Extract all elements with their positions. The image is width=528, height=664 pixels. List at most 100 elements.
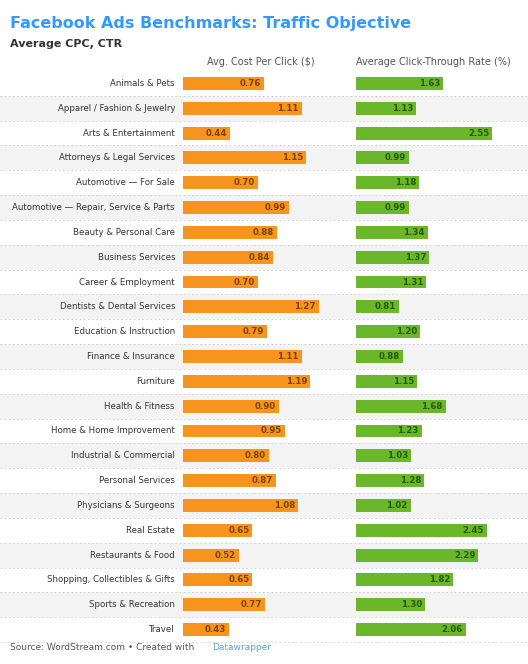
Bar [0, 270, 528, 294]
Bar [356, 524, 487, 537]
Text: Restaurants & Food: Restaurants & Food [90, 550, 175, 560]
Bar [356, 574, 453, 586]
Bar [183, 598, 265, 612]
Text: 0.70: 0.70 [233, 278, 255, 287]
Bar [183, 251, 273, 264]
Text: 1.23: 1.23 [398, 426, 419, 436]
Text: Source: WordStream.com • Created with: Source: WordStream.com • Created with [10, 643, 197, 652]
Text: Business Services: Business Services [98, 253, 175, 262]
Text: Industrial & Commercial: Industrial & Commercial [71, 452, 175, 460]
Bar [183, 424, 285, 438]
Bar [0, 170, 528, 195]
Text: Datawrapper: Datawrapper [212, 643, 271, 652]
Text: 0.65: 0.65 [228, 526, 250, 535]
Text: 0.76: 0.76 [240, 79, 261, 88]
Text: 2.45: 2.45 [463, 526, 484, 535]
Text: 1.08: 1.08 [274, 501, 296, 510]
Text: 0.88: 0.88 [253, 228, 274, 237]
Bar [356, 226, 428, 239]
Text: 1.27: 1.27 [294, 302, 316, 311]
Text: Home & Home Improvement: Home & Home Improvement [51, 426, 175, 436]
Bar [356, 598, 426, 612]
Text: Automotive — For Sale: Automotive — For Sale [76, 178, 175, 187]
Bar [0, 418, 528, 444]
Text: 0.44: 0.44 [205, 129, 227, 137]
Bar [183, 226, 277, 239]
Text: 0.88: 0.88 [379, 352, 400, 361]
Text: 0.87: 0.87 [252, 476, 273, 485]
Text: 1.20: 1.20 [396, 327, 417, 336]
Bar [0, 617, 528, 642]
Bar [356, 251, 429, 264]
Bar [356, 276, 426, 288]
Text: 1.02: 1.02 [386, 501, 408, 510]
Bar [183, 350, 301, 363]
Text: 1.11: 1.11 [277, 352, 299, 361]
Text: 1.63: 1.63 [419, 79, 440, 88]
Text: 1.15: 1.15 [393, 377, 414, 386]
Text: 1.19: 1.19 [286, 377, 307, 386]
Bar [0, 96, 528, 121]
Bar [356, 499, 410, 512]
Bar [183, 524, 252, 537]
Bar [0, 518, 528, 542]
Text: 0.77: 0.77 [241, 600, 262, 610]
Bar [356, 424, 422, 438]
Bar [0, 568, 528, 592]
Text: 0.99: 0.99 [385, 203, 406, 212]
Bar [0, 394, 528, 418]
Bar [0, 71, 528, 96]
Text: Beauty & Personal Care: Beauty & Personal Care [73, 228, 175, 237]
Text: 1.37: 1.37 [405, 253, 426, 262]
Bar [183, 499, 298, 512]
Text: 0.99: 0.99 [265, 203, 286, 212]
Text: 2.29: 2.29 [454, 550, 475, 560]
Bar [356, 77, 443, 90]
Bar [183, 450, 269, 462]
Bar [356, 325, 420, 338]
Bar [356, 176, 419, 189]
Bar [183, 623, 229, 636]
Bar [356, 474, 425, 487]
Text: 1.30: 1.30 [401, 600, 422, 610]
Text: 0.81: 0.81 [375, 302, 397, 311]
Bar [356, 350, 403, 363]
Bar [183, 151, 306, 165]
Text: Furniture: Furniture [136, 377, 175, 386]
Text: Arts & Entertainment: Arts & Entertainment [83, 129, 175, 137]
Bar [356, 201, 409, 214]
Text: Travel: Travel [149, 625, 175, 634]
Text: 0.52: 0.52 [214, 550, 235, 560]
Bar [0, 294, 528, 319]
Text: 0.65: 0.65 [228, 576, 250, 584]
Bar [183, 176, 258, 189]
Text: 1.34: 1.34 [403, 228, 425, 237]
Text: Dentists & Dental Services: Dentists & Dental Services [60, 302, 175, 311]
Text: Apparel / Fashion & Jewelry: Apparel / Fashion & Jewelry [58, 104, 175, 113]
Bar [356, 151, 409, 165]
Bar [0, 592, 528, 617]
Bar [0, 444, 528, 468]
Bar [0, 542, 528, 568]
Text: 1.28: 1.28 [400, 476, 421, 485]
Bar [0, 145, 528, 170]
Text: Animals & Pets: Animals & Pets [110, 79, 175, 88]
Bar [183, 300, 319, 313]
Bar [356, 102, 417, 115]
Bar [183, 127, 230, 139]
Text: Facebook Ads Benchmarks: Traffic Objective: Facebook Ads Benchmarks: Traffic Objecti… [10, 16, 411, 31]
Bar [356, 300, 399, 313]
Text: 1.13: 1.13 [392, 104, 413, 113]
Text: 1.11: 1.11 [277, 104, 299, 113]
Bar [0, 121, 528, 145]
Bar [0, 319, 528, 344]
Bar [0, 220, 528, 245]
Text: Automotive — Repair, Service & Parts: Automotive — Repair, Service & Parts [13, 203, 175, 212]
Text: 0.95: 0.95 [260, 426, 281, 436]
Text: 0.80: 0.80 [244, 452, 266, 460]
Bar [356, 548, 478, 562]
Text: Average Click-Through Rate (%): Average Click-Through Rate (%) [356, 57, 511, 67]
Bar [183, 325, 268, 338]
Bar [0, 468, 528, 493]
Bar [0, 493, 528, 518]
